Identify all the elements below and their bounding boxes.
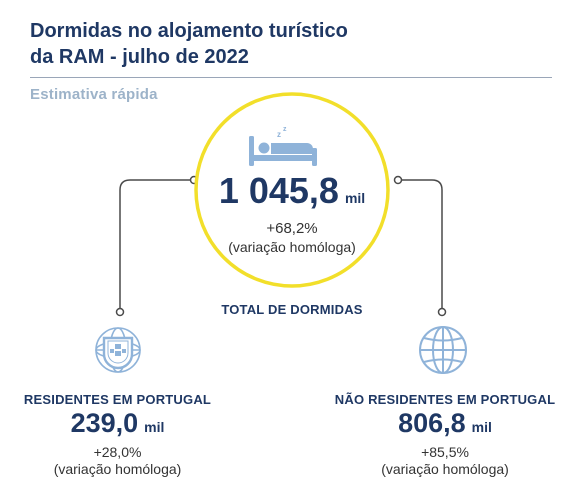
- non-residents-value-row: 806,8 mil: [325, 408, 565, 439]
- residents-unit: mil: [144, 419, 165, 435]
- non-residents-change-note: (variação homóloga): [381, 461, 509, 477]
- non-residents-label: NÃO RESIDENTES EM PORTUGAL: [334, 392, 556, 407]
- total-unit: mil: [344, 190, 366, 206]
- left-connector: [115, 175, 199, 317]
- non-residents-unit: mil: [471, 419, 492, 435]
- total-label: TOTAL DE DORMIDAS: [221, 302, 363, 317]
- title-line-1: Dormidas no alojamento turístico: [30, 20, 348, 42]
- residents-change: +28,0%: [93, 444, 142, 460]
- subtitle: Estimativa rápida: [30, 86, 158, 103]
- title-line-2: da RAM - julho de 2022: [30, 46, 249, 68]
- residents-change-note: (variação homóloga): [53, 461, 182, 477]
- title-divider: [30, 77, 552, 78]
- total-change: +68,2%: [266, 220, 318, 237]
- total-value-row: 1 045,8 mil: [192, 170, 392, 212]
- svg-text:z: z: [283, 126, 287, 133]
- residents-value: 239,0: [70, 408, 139, 438]
- total-circle: [194, 92, 390, 288]
- globe-icon: [419, 326, 467, 374]
- non-residents-change: +85,5%: [421, 444, 469, 460]
- residents-value-row: 239,0 mil: [10, 408, 225, 439]
- svg-text:z: z: [277, 130, 281, 139]
- total-change-note: (variação homóloga): [228, 239, 356, 255]
- residents-label: RESIDENTES EM PORTUGAL: [23, 392, 212, 407]
- bed-icon: z z: [249, 126, 317, 166]
- portugal-shield-icon: [95, 327, 141, 373]
- total-value: 1 045,8: [218, 170, 339, 211]
- non-residents-value: 806,8: [398, 408, 466, 438]
- right-connector: [393, 175, 447, 317]
- page-title: Dormidas no alojamento turístico da RAM …: [30, 18, 550, 70]
